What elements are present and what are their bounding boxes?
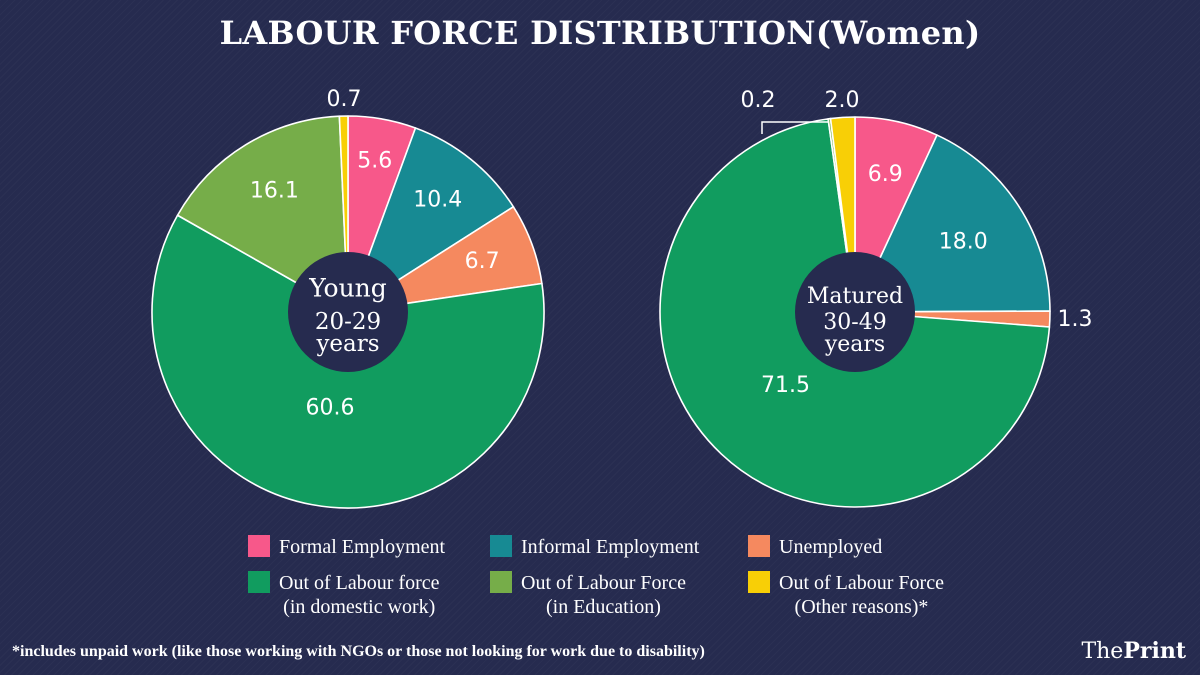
legend-swatch-domestic — [248, 571, 270, 593]
legend-item-education: Out of Labour Force (in Education) — [490, 571, 686, 619]
brand-the: The — [1081, 639, 1124, 664]
legend-swatch-unemployed — [748, 535, 770, 557]
legend-swatch-informal — [490, 535, 512, 557]
pie-center-hole — [288, 252, 408, 372]
legend-label-formal: Formal Employment — [279, 536, 446, 558]
pie-value-label-domestic: 71.5 — [761, 373, 810, 398]
pie-value-label-formal: 5.6 — [357, 148, 392, 173]
legend-label-other-2: (Other reasons)* — [794, 596, 929, 618]
chart-title: LABOUR FORCE DISTRIBUTION(Women) — [219, 14, 981, 52]
pie-center-label-1: 30-49 — [823, 310, 886, 335]
pie-value-label-formal: 6.9 — [868, 162, 903, 187]
legend-item-unemployed: Unemployed — [748, 535, 882, 559]
legend-item-informal: Informal Employment — [490, 535, 699, 559]
legend-swatch-formal — [248, 535, 270, 557]
leader-line-education — [761, 121, 828, 134]
pie-slice-education — [176, 115, 349, 313]
legend-label-unemployed: Unemployed — [779, 536, 883, 558]
pie-value-label-unemployed: 1.3 — [1058, 307, 1093, 332]
pie-value-label-informal: 18.0 — [939, 229, 988, 254]
legend-label-informal: Informal Employment — [521, 536, 700, 558]
footnote: *includes unpaid work (like those workin… — [12, 643, 705, 660]
pie-center-label-1: 20-29 — [315, 309, 381, 335]
pie-value-label-domestic: 60.6 — [305, 395, 354, 420]
legend-label-other-1: Out of Labour Force — [779, 572, 944, 594]
legend-label-education-1: Out of Labour Force — [521, 572, 686, 594]
legend-item-formal: Formal Employment — [248, 535, 445, 559]
legend-item-domestic: Out of Labour force (in domestic work) — [248, 571, 440, 619]
legend-label-education-2: (in Education) — [545, 596, 661, 618]
pie-value-label-education: 0.2 — [741, 88, 776, 113]
pie-value-label-education: 16.1 — [250, 179, 299, 204]
pie-slice-informal — [854, 134, 1051, 313]
pie-value-label-other: 2.0 — [825, 88, 860, 113]
legend-label-domestic-1: Out of Labour force — [279, 572, 440, 594]
brand-logo: ThePrint — [1081, 638, 1186, 664]
pie-center-label-0: Young — [308, 274, 387, 303]
legend-item-other: Out of Labour Force (Other reasons)* — [748, 571, 944, 619]
pie-value-label-other: 0.7 — [327, 87, 362, 112]
pie-center-hole — [795, 252, 915, 372]
legend-label-domestic-2: (in domestic work) — [283, 596, 436, 618]
pie-center-label-0: Matured — [807, 284, 903, 309]
pie-value-label-informal: 10.4 — [413, 188, 462, 213]
pie-center-label-2: years — [315, 331, 379, 357]
brand-print: Print — [1123, 638, 1186, 664]
legend-swatch-education — [490, 571, 512, 593]
pie-value-label-unemployed: 6.7 — [465, 249, 500, 274]
legend-swatch-other — [748, 571, 770, 593]
pie-center-label-2: years — [824, 332, 885, 357]
pie-slice-informal — [347, 127, 515, 313]
